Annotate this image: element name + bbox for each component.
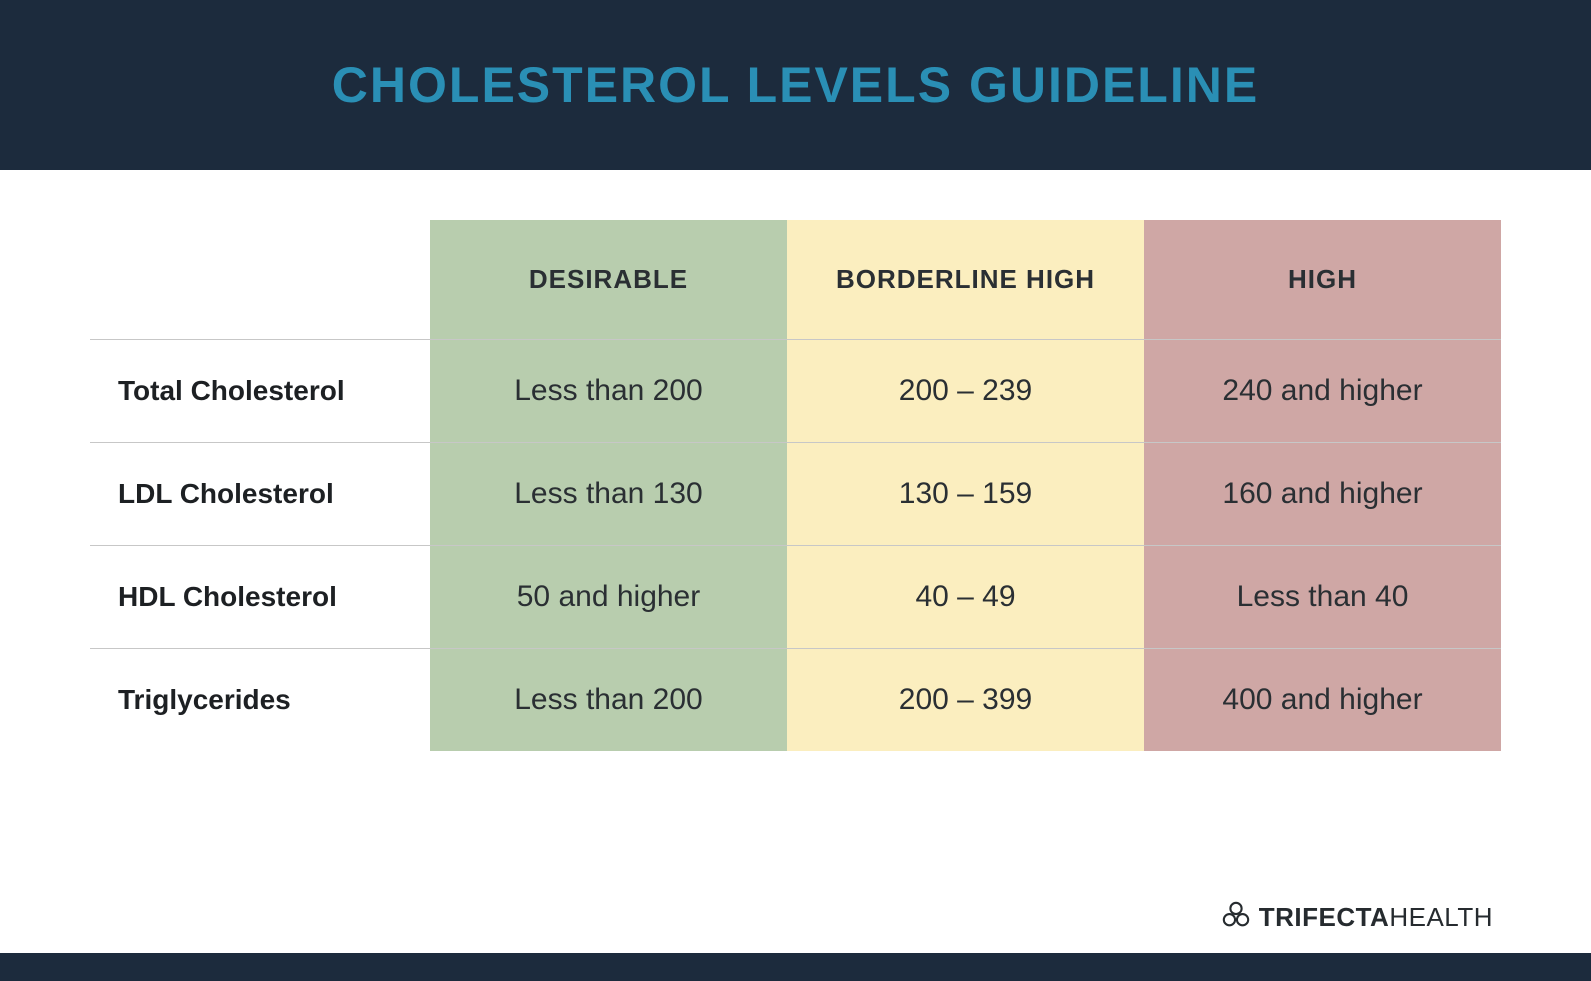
- table-cell: Less than 130: [430, 443, 787, 546]
- table-header-blank: [90, 220, 430, 340]
- col-header-high: HIGH: [1144, 220, 1501, 340]
- table-row: LDL Cholesterol Less than 130 130 – 159 …: [90, 443, 1501, 546]
- table-row: HDL Cholesterol 50 and higher 40 – 49 Le…: [90, 546, 1501, 649]
- brand: TRIFECTAHEALTH: [90, 864, 1501, 953]
- footer-area: TRIFECTAHEALTH: [0, 864, 1591, 953]
- table-cell: 200 – 239: [787, 340, 1144, 443]
- table-cell: 40 – 49: [787, 546, 1144, 649]
- row-label: LDL Cholesterol: [90, 443, 430, 546]
- bottom-bar: [0, 953, 1591, 981]
- table-cell: 50 and higher: [430, 546, 787, 649]
- table-row: Total Cholesterol Less than 200 200 – 23…: [90, 340, 1501, 443]
- table-row: Triglycerides Less than 200 200 – 399 40…: [90, 649, 1501, 752]
- col-header-desirable: DESIRABLE: [430, 220, 787, 340]
- trifecta-icon: [1221, 900, 1251, 935]
- content-area: DESIRABLE BORDERLINE HIGH HIGH Total Cho…: [0, 170, 1591, 864]
- brand-light: HEALTH: [1389, 902, 1493, 932]
- brand-text: TRIFECTAHEALTH: [1259, 902, 1493, 933]
- table-cell: 130 – 159: [787, 443, 1144, 546]
- header-bar: CHOLESTEROL LEVELS GUIDELINE: [0, 0, 1591, 170]
- cholesterol-table: DESIRABLE BORDERLINE HIGH HIGH Total Cho…: [90, 220, 1501, 751]
- table-cell: Less than 200: [430, 649, 787, 752]
- table-header-row: DESIRABLE BORDERLINE HIGH HIGH: [90, 220, 1501, 340]
- page-title: CHOLESTEROL LEVELS GUIDELINE: [332, 56, 1259, 114]
- table-cell: 400 and higher: [1144, 649, 1501, 752]
- table-cell: Less than 200: [430, 340, 787, 443]
- col-header-borderline: BORDERLINE HIGH: [787, 220, 1144, 340]
- row-label: Triglycerides: [90, 649, 430, 752]
- table-cell: Less than 40: [1144, 546, 1501, 649]
- brand-bold: TRIFECTA: [1259, 902, 1390, 932]
- table-cell: 160 and higher: [1144, 443, 1501, 546]
- row-label: Total Cholesterol: [90, 340, 430, 443]
- row-label: HDL Cholesterol: [90, 546, 430, 649]
- table-cell: 240 and higher: [1144, 340, 1501, 443]
- table-cell: 200 – 399: [787, 649, 1144, 752]
